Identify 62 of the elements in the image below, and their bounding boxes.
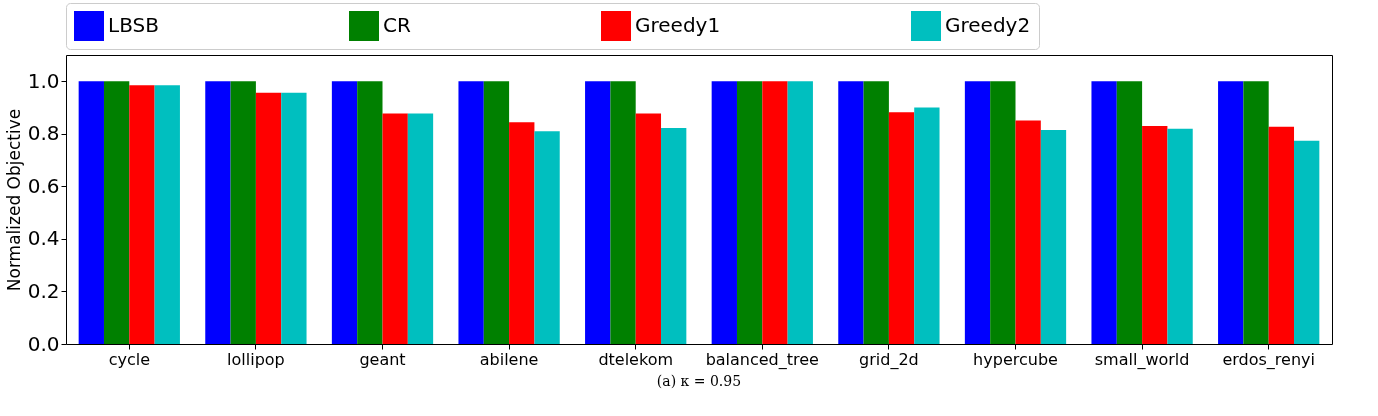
y-axis-title: Normalized Objective xyxy=(3,108,24,292)
bar xyxy=(382,113,408,344)
bar xyxy=(585,81,611,344)
bar xyxy=(787,81,813,344)
bar xyxy=(1015,120,1041,344)
bar xyxy=(1243,81,1269,344)
bar xyxy=(838,81,864,344)
x-tick-label: erdos_renyi xyxy=(1222,349,1315,370)
bar xyxy=(1167,128,1193,344)
x-tick-label: cycle xyxy=(108,349,150,369)
x-tick-label: hypercube xyxy=(973,349,1058,369)
bar xyxy=(357,81,383,344)
bar xyxy=(762,81,788,344)
x-tick-label: grid_2d xyxy=(859,349,919,370)
bar xyxy=(888,112,915,344)
x-tick-label: abilene xyxy=(479,349,539,369)
bar xyxy=(610,81,636,344)
bar xyxy=(407,113,434,344)
text: (a) κ = 0.95 xyxy=(656,373,742,389)
bar xyxy=(914,107,940,344)
bar xyxy=(1142,125,1168,344)
y-tick-label: 1.0 xyxy=(27,68,60,93)
x-tick-label: small_world xyxy=(1094,349,1190,370)
legend-label: Greedy1 xyxy=(635,13,721,37)
bar xyxy=(483,81,510,344)
bar xyxy=(635,113,662,344)
bar xyxy=(205,81,231,344)
bar xyxy=(129,85,155,344)
bar xyxy=(1116,81,1143,344)
bar xyxy=(255,92,282,344)
y-tick-label: 0.8 xyxy=(27,121,60,146)
bar xyxy=(1091,81,1117,344)
bar xyxy=(230,81,256,344)
legend-label: Greedy2 xyxy=(945,13,1031,37)
bar xyxy=(1040,129,1067,344)
bar xyxy=(964,81,991,344)
bar xyxy=(331,81,358,344)
bar xyxy=(154,85,180,344)
bar xyxy=(736,81,763,344)
bar xyxy=(990,81,1016,344)
x-tick-label: balanced_tree xyxy=(705,349,819,370)
bar xyxy=(534,131,560,344)
y-tick-label: 0.4 xyxy=(27,226,60,251)
bar xyxy=(1294,140,1320,344)
bar xyxy=(509,122,535,344)
bar xyxy=(281,92,307,344)
y-tick-label: 0.0 xyxy=(27,331,60,356)
y-tick-label: 0.6 xyxy=(27,173,60,198)
bar xyxy=(1218,81,1244,344)
bar xyxy=(711,81,737,344)
x-tick-label: geant xyxy=(359,349,406,369)
legend-label: LBSB xyxy=(108,13,159,37)
bar xyxy=(78,81,104,344)
bar xyxy=(863,81,889,344)
bar xyxy=(103,81,130,344)
legend-label: CR xyxy=(383,13,411,37)
y-tick-label: 0.2 xyxy=(27,278,60,303)
bar xyxy=(458,81,484,344)
bar xyxy=(661,128,687,344)
x-tick-label: lollipop xyxy=(227,349,285,369)
x-tick-label: dtelekom xyxy=(598,349,674,369)
bar xyxy=(1268,126,1295,344)
